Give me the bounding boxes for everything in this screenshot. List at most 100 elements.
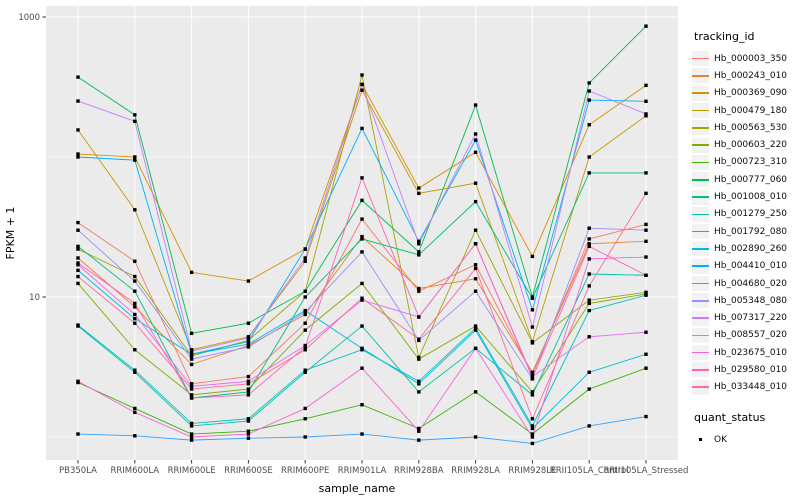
data-point: [644, 191, 648, 196]
data-point: [189, 331, 194, 336]
data-point: [360, 126, 364, 131]
data-point: [530, 432, 535, 436]
legend-key-swatch: [692, 327, 709, 343]
legend-key-swatch: [692, 154, 709, 170]
legend-key-swatch: [692, 224, 709, 240]
data-point: [133, 321, 137, 325]
x-tick-label: RRIM600LE: [168, 466, 216, 476]
legend-entry: Hb_001279_250: [692, 206, 800, 223]
legend-label: Hb_000723_310: [714, 157, 788, 168]
data-point: [133, 312, 137, 317]
data-point: [76, 274, 80, 279]
data-point: [76, 261, 80, 265]
data-point: [587, 298, 591, 302]
data-point: [303, 312, 307, 317]
legend-key-swatch: [692, 379, 709, 395]
data-point: [189, 270, 194, 275]
data-point: [644, 290, 648, 295]
legend-panel: tracking_id Hb_000003_350 Hb_000243_010 Hb…: [692, 0, 800, 500]
data-point: [530, 372, 535, 377]
legend-label: Hb_000243_010: [714, 70, 788, 81]
legend-line-icon: [692, 196, 709, 198]
data-point: [417, 286, 421, 291]
data-point: [246, 387, 251, 391]
data-point: [303, 368, 307, 372]
data-point: [360, 432, 364, 436]
legend-line-icon: [692, 317, 709, 319]
legend-line-icon: [692, 109, 709, 112]
data-point: [133, 119, 137, 123]
data-point: [133, 410, 137, 415]
legend-label: Hb_005348_080: [714, 295, 788, 306]
data-point: [189, 393, 194, 397]
data-point: [587, 308, 591, 313]
legend-entry: Hb_033448_010: [692, 379, 800, 396]
data-point: [133, 406, 137, 411]
data-point: [587, 155, 591, 159]
legend-entry-quant-ok: OK: [692, 431, 800, 448]
data-point: [417, 242, 421, 246]
legend-line-icon: [692, 282, 709, 285]
legend-key-swatch: [692, 103, 709, 119]
data-point: [587, 123, 591, 127]
data-point: [133, 274, 137, 279]
data-point: [133, 155, 137, 159]
legend-entry: Hb_000723_310: [692, 154, 800, 171]
data-point: [246, 432, 251, 436]
legend-key-swatch: [692, 68, 709, 84]
data-point: [133, 305, 137, 309]
legend-line-icon: [692, 334, 709, 337]
data-point: [473, 242, 478, 246]
legend-entry: Hb_008557_020: [692, 327, 800, 344]
legend-key-swatch: [692, 172, 709, 188]
data-point: [360, 250, 364, 254]
data-point: [473, 132, 478, 136]
data-point: [246, 321, 251, 325]
data-point: [530, 296, 535, 300]
legend-label: OK: [714, 434, 727, 445]
data-point: [417, 379, 421, 383]
data-point: [189, 362, 194, 367]
x-axis-title: sample_name: [319, 482, 396, 495]
legend-key-swatch: [692, 345, 709, 361]
x-tick-label: RRIM600LA: [110, 466, 159, 476]
legend-line-icon: [692, 351, 709, 354]
data-point: [360, 296, 364, 300]
data-point: [246, 339, 251, 344]
data-point: [360, 176, 364, 180]
data-point: [189, 352, 194, 356]
data-point: [133, 158, 137, 162]
data-point: [303, 406, 307, 411]
data-point: [189, 382, 194, 386]
data-point: [76, 220, 80, 225]
legend-key-swatch: [692, 137, 709, 153]
legend-key-swatch: [692, 310, 709, 326]
data-point: [133, 434, 137, 438]
data-point: [587, 242, 591, 246]
legend-key-swatch: [692, 362, 709, 378]
data-point: [303, 417, 307, 421]
data-point: [417, 250, 421, 254]
data-point: [76, 263, 80, 267]
data-point: [417, 426, 421, 431]
data-point: [189, 349, 194, 353]
data-point: [189, 396, 194, 400]
x-tick-label: RRII105LA_Control: [550, 466, 629, 476]
data-point: [417, 289, 421, 293]
legend-line-icon: [692, 161, 709, 164]
data-point: [246, 393, 251, 397]
data-point: [133, 289, 137, 293]
data-point: [530, 435, 535, 439]
y-axis-title: FPKM + 1: [4, 207, 17, 260]
data-point: [360, 73, 364, 77]
data-point: [417, 390, 421, 394]
data-point: [473, 150, 478, 155]
data-point: [530, 325, 535, 329]
data-point: [587, 226, 591, 230]
legend-entry: Hb_000003_350: [692, 50, 800, 67]
data-point: [246, 436, 251, 440]
legend-entry: Hb_007317_220: [692, 309, 800, 326]
data-point: [76, 268, 80, 273]
data-point: [360, 324, 364, 328]
data-point: [644, 366, 648, 370]
